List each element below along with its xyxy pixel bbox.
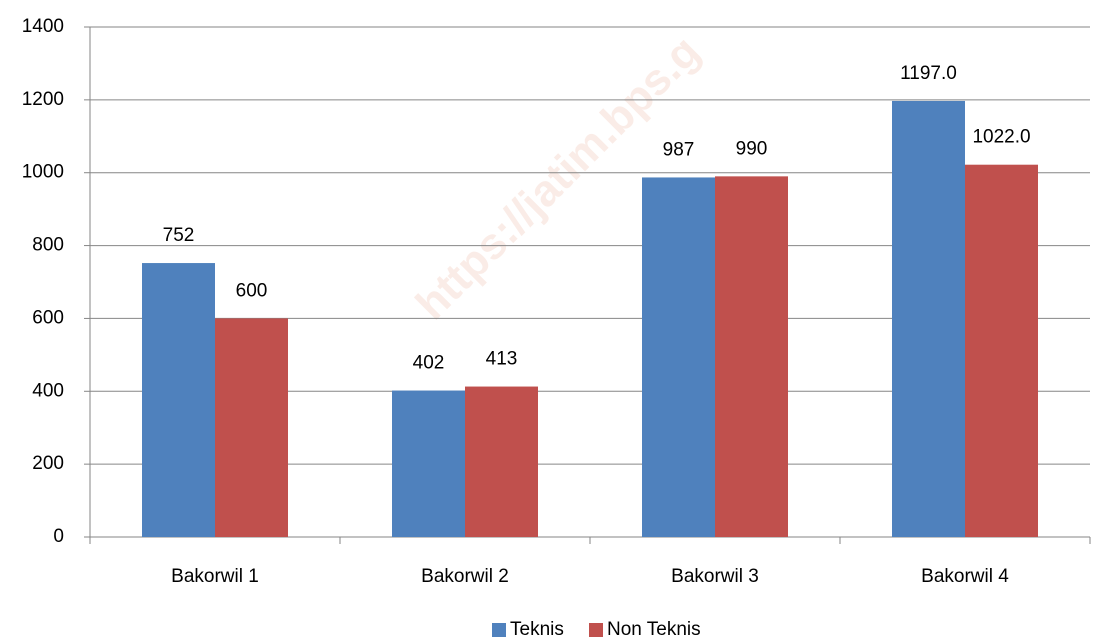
y-tick-label: 1400 [22,16,64,37]
y-tick-label: 0 [53,526,64,547]
y-tick-label: 600 [32,307,64,328]
bar [965,164,1038,537]
value-label: 987 [663,139,695,160]
bar [215,318,288,537]
y-tick-label: 800 [32,235,64,256]
value-label: 402 [413,353,445,374]
bar [715,176,788,537]
value-label: 990 [736,138,768,159]
legend-label: Teknis [510,619,564,639]
bar [142,263,215,537]
value-label: 600 [236,280,268,301]
bar [392,390,465,537]
x-tick-label: Bakorwil 1 [171,566,259,587]
value-label: 1197.0 [900,63,957,84]
value-label: 752 [163,225,195,246]
legend-swatch [589,623,603,637]
legend-swatch [492,623,506,637]
x-tick-label: Bakorwil 3 [671,566,759,587]
bar [642,177,715,537]
legend-label: Non Teknis [607,619,701,639]
y-tick-label: 1000 [22,162,64,183]
value-label: 1022.0 [972,127,1030,148]
x-tick-label: Bakorwil 4 [921,566,1009,587]
y-tick-label: 200 [32,453,64,474]
y-tick-label: 400 [32,380,64,401]
x-tick-label: Bakorwil 2 [421,566,509,587]
y-tick-label: 1200 [22,89,64,110]
bar [465,386,538,537]
bar [892,100,965,537]
value-label: 413 [486,349,518,370]
